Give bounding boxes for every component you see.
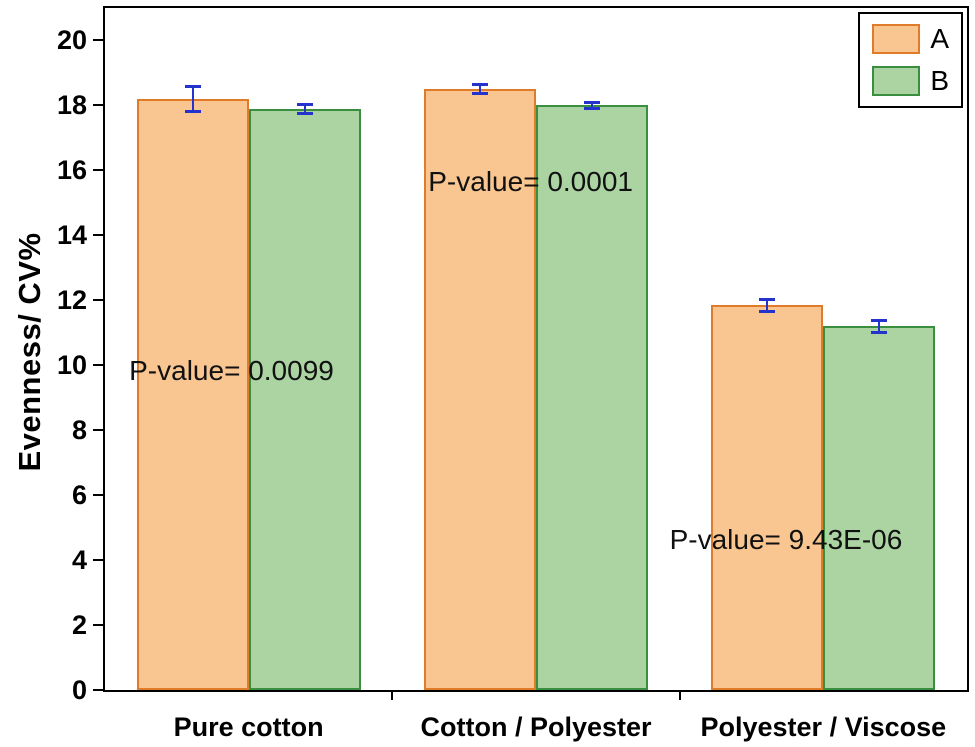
y-tick-label: 8 — [71, 415, 87, 446]
y-tick-mark — [93, 234, 103, 237]
y-tick-mark — [93, 299, 103, 302]
y-tick-mark — [93, 39, 103, 42]
x-category-label: Cotton / Polyester — [420, 712, 652, 742]
y-tick-mark — [93, 169, 103, 172]
bar-a-pure-cotton — [136, 98, 249, 690]
y-tick-mark — [93, 559, 103, 562]
p-value-annotation: P-value= 9.43E-06 — [669, 523, 903, 555]
y-tick-mark — [93, 494, 103, 497]
error-bar-line — [878, 319, 881, 333]
error-bar-line — [591, 101, 593, 110]
error-bar-cap — [296, 102, 313, 106]
bar-b-pure-cotton — [248, 108, 361, 690]
legend-swatch-b — [872, 66, 921, 96]
y-tick-mark — [93, 624, 103, 627]
y-tick-label: 6 — [71, 480, 87, 511]
y-tick-mark — [93, 104, 103, 107]
error-bar-cap — [584, 107, 600, 111]
x-tick-mark — [391, 690, 394, 700]
y-tick-label: 18 — [56, 90, 87, 121]
error-bar-line — [479, 84, 481, 95]
error-bar-cap — [184, 109, 201, 113]
legend-swatch-a — [872, 24, 921, 54]
error-bar-line — [766, 298, 769, 312]
legend-label: B — [930, 65, 949, 96]
x-tick-mark — [678, 690, 681, 700]
x-category-label: Polyester / Viscose — [700, 712, 947, 742]
p-value-annotation: P-value= 0.0001 — [428, 166, 633, 198]
bar-a-cotton-polyester — [424, 89, 536, 690]
error-bar-cap — [184, 84, 201, 88]
y-tick-mark — [93, 689, 103, 691]
error-bar-cap — [871, 318, 888, 322]
legend-label: A — [930, 23, 949, 54]
y-tick-label: 12 — [56, 285, 87, 316]
plot-area: 0 2 4 6 8 10 12 14 16 18 20 P-value= 0.0099 P-value=… — [57, 6, 969, 705]
y-tick-label: 4 — [71, 545, 87, 576]
error-bar-line — [303, 103, 306, 114]
bar-b-cotton-polyester — [536, 105, 648, 690]
y-tick-label: 10 — [56, 350, 87, 381]
error-bar-line — [191, 85, 194, 112]
legend-entry: A — [872, 23, 949, 55]
p-value-annotation: P-value= 0.0099 — [129, 354, 334, 386]
error-bar-cap — [296, 111, 313, 115]
error-bar-cap — [871, 330, 888, 334]
y-tick-label: 14 — [56, 220, 87, 251]
error-bar-cap — [472, 92, 488, 96]
error-bar-cap — [584, 100, 600, 104]
error-bar-cap — [759, 309, 776, 313]
y-tick-label: 20 — [56, 25, 87, 56]
legend-entry: B — [872, 65, 949, 97]
y-tick-label: 2 — [71, 610, 87, 641]
x-category-label: Pure cotton — [173, 712, 324, 742]
y-tick-label: 16 — [56, 155, 87, 186]
y-tick-mark — [93, 364, 103, 367]
y-tick-mark — [93, 429, 103, 432]
error-bar-cap — [759, 297, 776, 301]
bar-a-polyester-viscose — [711, 305, 824, 690]
bar-b-polyester-viscose — [823, 326, 936, 690]
y-tick-label: 0 — [71, 675, 87, 705]
error-bar-cap — [472, 83, 488, 87]
